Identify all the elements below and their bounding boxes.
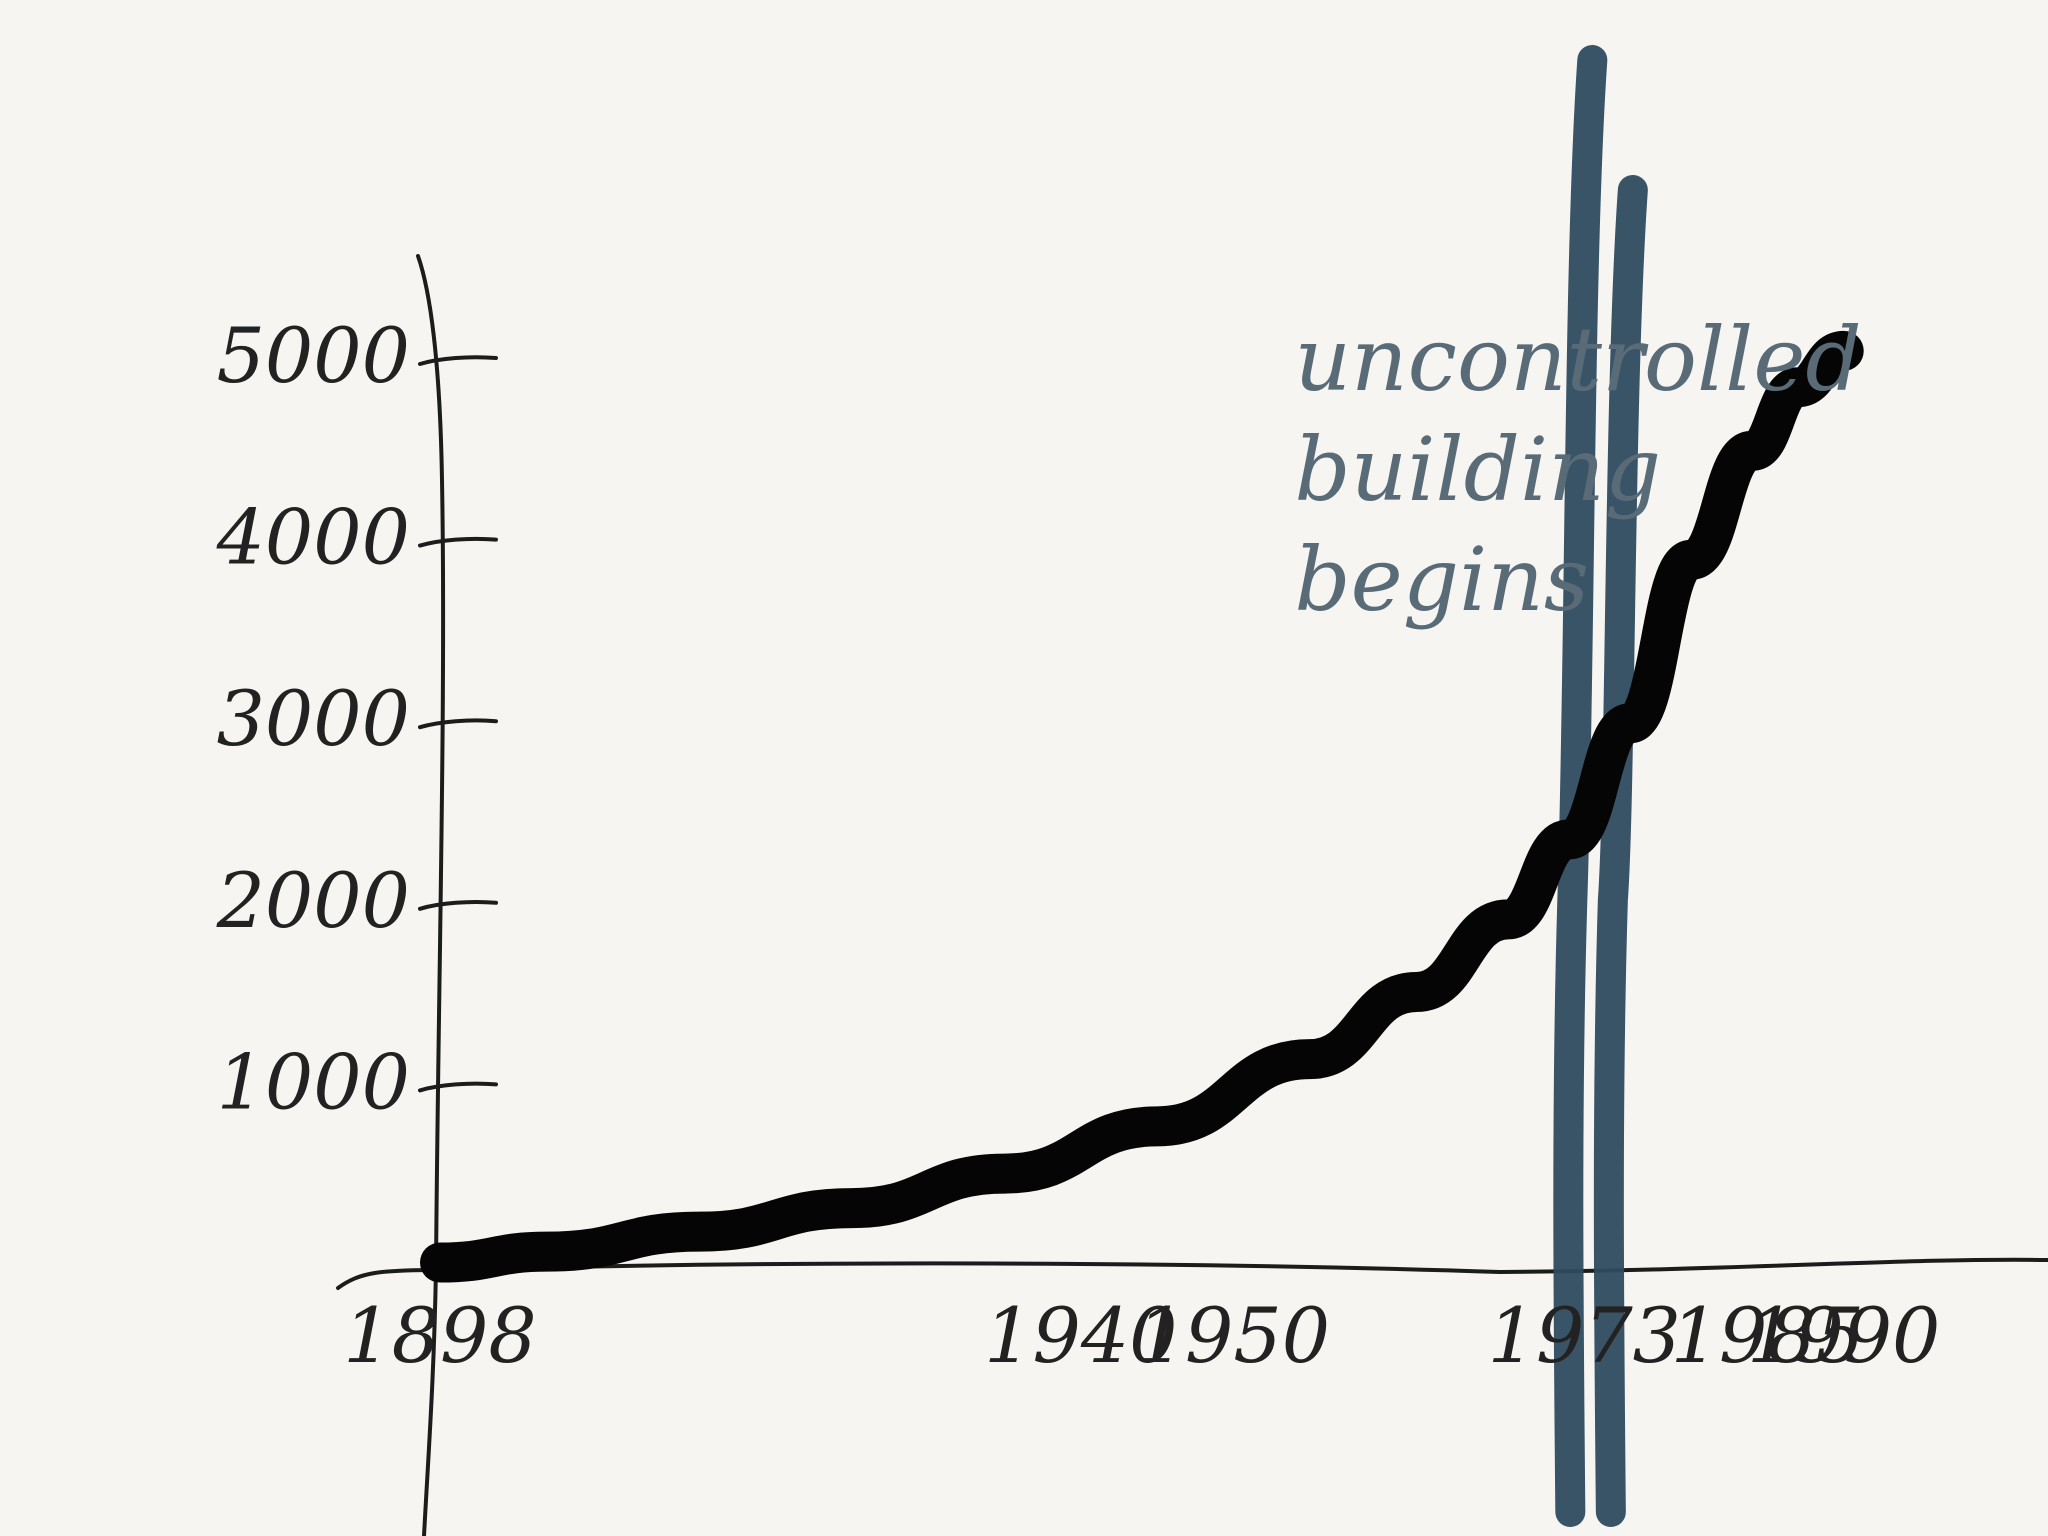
data-point <box>1783 373 1812 402</box>
y-tick-label: 2000 <box>216 856 410 945</box>
x-tick-label: 1985 <box>1671 1291 1864 1380</box>
data-point <box>837 1194 866 1223</box>
vertical-markers <box>1553 45 1648 1527</box>
data-point <box>990 1159 1019 1188</box>
x-tick-label: 1950 <box>1137 1291 1330 1380</box>
data-point <box>685 1217 714 1246</box>
data-point <box>1143 1112 1172 1141</box>
data-series <box>420 330 1864 1283</box>
data-point <box>532 1237 561 1266</box>
y-tick-label: 4000 <box>216 493 410 582</box>
vertical-marker-line <box>1553 45 1608 1527</box>
annotation-line: uncontrolled <box>1294 308 1861 411</box>
y-tick-label: 5000 <box>217 311 410 400</box>
x-tick-label: 1973 <box>1488 1291 1681 1380</box>
y-tick-label: 1000 <box>217 1037 410 1126</box>
annotation-label: uncontrolled building begins <box>1294 308 1861 631</box>
y-tick-mark <box>418 536 498 548</box>
data-point <box>1738 436 1767 465</box>
y-tick-mark <box>418 355 498 366</box>
data-point <box>1555 825 1584 854</box>
vertical-marker-line <box>1593 175 1648 1527</box>
x-tick-label: 1990 <box>1747 1291 1940 1380</box>
data-point <box>1829 336 1858 365</box>
annotation-line: begins <box>1294 528 1589 631</box>
y-tick-mark <box>418 718 498 730</box>
x-tick-label: 1940 <box>984 1291 1177 1380</box>
x-tick-label: 1898 <box>343 1291 536 1380</box>
data-point <box>1677 545 1706 574</box>
y-tick-label: 3000 <box>217 674 410 763</box>
y-tick-mark <box>418 900 498 911</box>
data-point <box>1616 709 1645 738</box>
data-point <box>1295 1045 1324 1074</box>
y-axis <box>416 254 446 1536</box>
y-tick-marks <box>418 355 498 1093</box>
y-tick-mark <box>418 1081 498 1093</box>
y-tick-labels: 1000 2000 3000 4000 5000 <box>216 311 410 1126</box>
data-point <box>1402 977 1431 1006</box>
annotation-line: building <box>1294 418 1661 521</box>
series-line <box>420 330 1864 1283</box>
data-point <box>1494 905 1523 934</box>
data-point <box>426 1248 454 1277</box>
